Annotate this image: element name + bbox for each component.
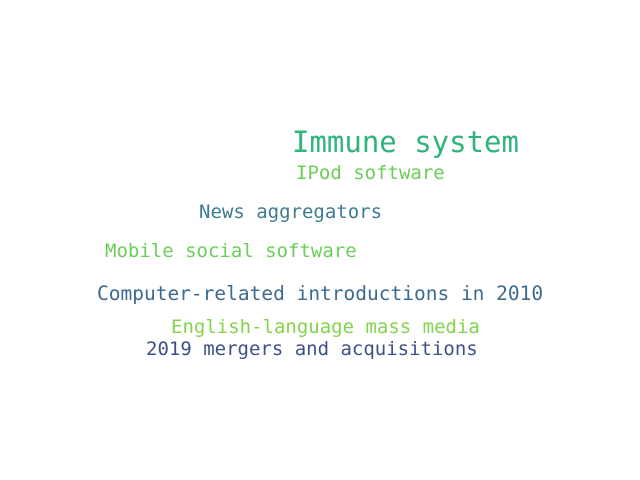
word-mobile-social-software: Mobile social software: [105, 240, 357, 262]
word-immune-system: Immune system: [292, 125, 519, 159]
word-english-language-mass-media: English-language mass media: [171, 316, 480, 338]
word-2019-mergers: 2019 mergers and acquisitions: [146, 338, 478, 360]
word-computer-related-introductions: Computer-related introductions in 2010: [97, 282, 544, 305]
word-ipod-software: IPod software: [296, 162, 445, 184]
word-news-aggregators: News aggregators: [199, 201, 383, 223]
